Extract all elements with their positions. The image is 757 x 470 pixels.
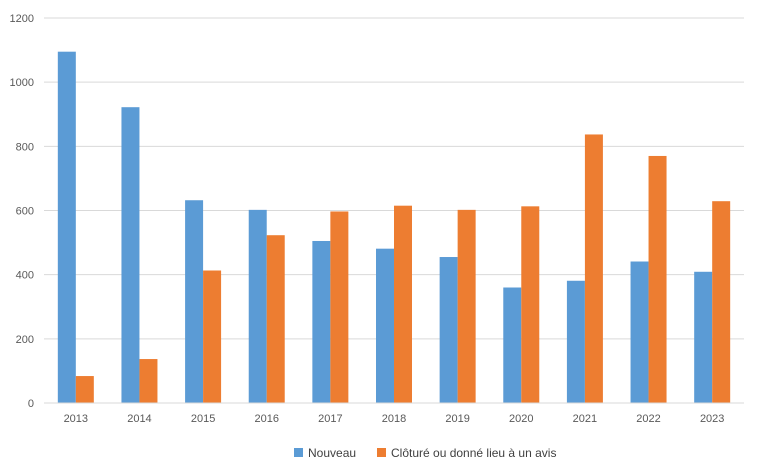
bar-cloture-2020 bbox=[521, 206, 540, 403]
bar-cloture-2013 bbox=[75, 376, 94, 403]
bar-cloture-2021 bbox=[584, 134, 603, 403]
legend: Nouveau Clôturé ou donné lieu à un avis bbox=[294, 446, 556, 460]
bar-nouveau-2015 bbox=[185, 200, 204, 403]
x-tick-label: 2023 bbox=[700, 413, 724, 425]
bar-cloture-2015 bbox=[203, 270, 222, 403]
bar-cloture-2022 bbox=[648, 155, 667, 403]
x-tick-label: 2019 bbox=[445, 413, 469, 425]
y-tick-label: 0 bbox=[28, 398, 34, 410]
bar-nouveau-2020 bbox=[503, 287, 522, 403]
x-tick-label: 2021 bbox=[573, 413, 597, 425]
bar-cloture-2018 bbox=[394, 205, 412, 403]
y-tick-label: 800 bbox=[16, 141, 34, 153]
bar-cloture-2014 bbox=[139, 359, 158, 403]
x-tick-label: 2013 bbox=[64, 413, 88, 425]
bar-nouveau-2013 bbox=[57, 51, 76, 403]
legend-label-nouveau: Nouveau bbox=[308, 446, 356, 460]
bar-nouveau-2014 bbox=[121, 107, 140, 404]
bar-nouveau-2017 bbox=[312, 240, 331, 403]
bar-cloture-2017 bbox=[330, 211, 349, 403]
y-tick-label: 1200 bbox=[10, 13, 34, 25]
y-tick-label: 600 bbox=[16, 206, 34, 218]
x-tick-label: 2022 bbox=[636, 413, 660, 425]
x-tick-label: 2017 bbox=[318, 413, 342, 425]
legend-swatch-cloture bbox=[377, 448, 386, 457]
bar-nouveau-2022 bbox=[630, 261, 649, 403]
x-tick-label: 2015 bbox=[191, 413, 215, 425]
bar-cloture-2016 bbox=[266, 235, 285, 403]
y-tick-label: 400 bbox=[16, 270, 34, 282]
bar-cloture-2019 bbox=[457, 209, 476, 403]
x-tick-label: 2014 bbox=[127, 413, 151, 425]
y-tick-label: 200 bbox=[16, 334, 34, 346]
bar-nouveau-2023 bbox=[694, 271, 713, 403]
y-axis-ticks: 0 200 400 600 800 1000 1200 bbox=[10, 13, 34, 410]
legend-swatch-nouveau bbox=[294, 448, 303, 457]
x-tick-label: 2020 bbox=[509, 413, 533, 425]
bar-nouveau-2016 bbox=[248, 209, 267, 403]
bar-cloture-2023 bbox=[712, 201, 731, 403]
y-tick-label: 1000 bbox=[10, 77, 34, 89]
bar-nouveau-2018 bbox=[376, 248, 394, 403]
bar-nouveau-2021 bbox=[566, 280, 585, 403]
legend-label-cloture: Clôturé ou donné lieu à un avis bbox=[391, 446, 556, 460]
x-axis-ticks: 2013 2014 2015 2016 2017 2018 2019 2020 2021 2022… bbox=[64, 413, 725, 425]
x-tick-label: 2018 bbox=[382, 413, 406, 425]
x-tick-label: 2016 bbox=[254, 413, 278, 425]
bars bbox=[57, 51, 731, 404]
bar-nouveau-2019 bbox=[439, 257, 458, 403]
